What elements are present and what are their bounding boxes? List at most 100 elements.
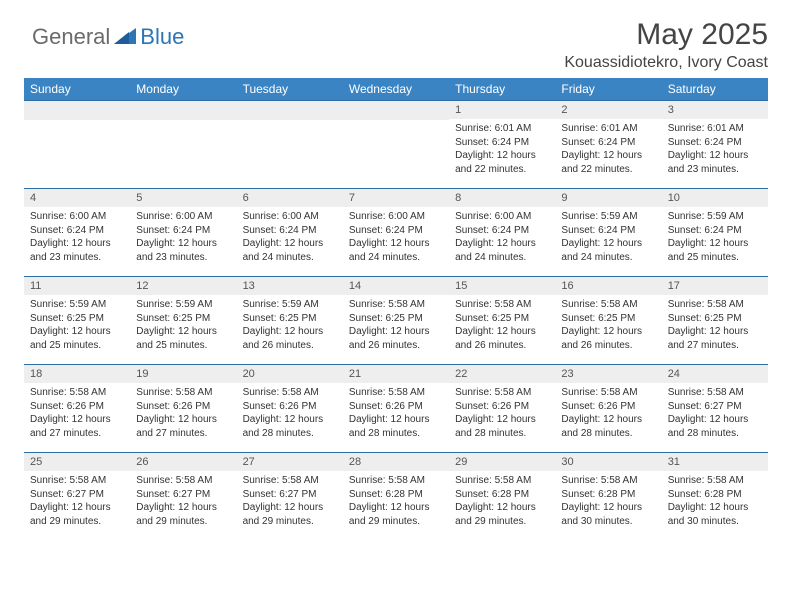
day-details: Sunrise: 6:01 AMSunset: 6:24 PMDaylight:…	[662, 119, 768, 180]
daylight-text: Daylight: 12 hours	[243, 413, 337, 427]
calendar-cell: 4Sunrise: 6:00 AMSunset: 6:24 PMDaylight…	[24, 189, 130, 277]
sunrise-text: Sunrise: 6:01 AM	[455, 122, 549, 136]
daylight-text: and 25 minutes.	[136, 339, 230, 353]
sunrise-text: Sunrise: 6:00 AM	[243, 210, 337, 224]
sunset-text: Sunset: 6:27 PM	[668, 400, 762, 414]
daylight-text: and 29 minutes.	[30, 515, 124, 529]
day-details: Sunrise: 5:58 AMSunset: 6:25 PMDaylight:…	[555, 295, 661, 356]
day-number: 14	[343, 277, 449, 295]
daylight-text: Daylight: 12 hours	[561, 149, 655, 163]
daylight-text: and 23 minutes.	[136, 251, 230, 265]
day-number: 7	[343, 189, 449, 207]
day-number: 1	[449, 101, 555, 119]
calendar-cell: 23Sunrise: 5:58 AMSunset: 6:26 PMDayligh…	[555, 365, 661, 453]
day-number: 11	[24, 277, 130, 295]
sunset-text: Sunset: 6:28 PM	[668, 488, 762, 502]
calendar-page: General Blue May 2025 Kouassidiotekro, I…	[0, 0, 792, 559]
day-number: 2	[555, 101, 661, 119]
daylight-text: Daylight: 12 hours	[136, 325, 230, 339]
daylight-text: and 30 minutes.	[668, 515, 762, 529]
sunset-text: Sunset: 6:24 PM	[30, 224, 124, 238]
sunset-text: Sunset: 6:26 PM	[136, 400, 230, 414]
day-number: 29	[449, 453, 555, 471]
day-header: Sunday	[24, 78, 130, 101]
calendar-cell: 12Sunrise: 5:59 AMSunset: 6:25 PMDayligh…	[130, 277, 236, 365]
day-details: Sunrise: 5:58 AMSunset: 6:26 PMDaylight:…	[130, 383, 236, 444]
sunrise-text: Sunrise: 5:59 AM	[561, 210, 655, 224]
day-number: 19	[130, 365, 236, 383]
day-details: Sunrise: 5:58 AMSunset: 6:26 PMDaylight:…	[237, 383, 343, 444]
day-number: 12	[130, 277, 236, 295]
sunrise-text: Sunrise: 5:59 AM	[30, 298, 124, 312]
sunset-text: Sunset: 6:25 PM	[349, 312, 443, 326]
sunset-text: Sunset: 6:24 PM	[561, 136, 655, 150]
day-details: Sunrise: 5:58 AMSunset: 6:25 PMDaylight:…	[343, 295, 449, 356]
daylight-text: Daylight: 12 hours	[136, 501, 230, 515]
calendar-cell: 17Sunrise: 5:58 AMSunset: 6:25 PMDayligh…	[662, 277, 768, 365]
calendar-cell: 31Sunrise: 5:58 AMSunset: 6:28 PMDayligh…	[662, 453, 768, 541]
sunset-text: Sunset: 6:24 PM	[349, 224, 443, 238]
daylight-text: and 27 minutes.	[668, 339, 762, 353]
day-details: Sunrise: 5:58 AMSunset: 6:25 PMDaylight:…	[662, 295, 768, 356]
sunrise-text: Sunrise: 5:58 AM	[668, 474, 762, 488]
sunset-text: Sunset: 6:24 PM	[136, 224, 230, 238]
empty-day	[237, 101, 343, 120]
day-number: 17	[662, 277, 768, 295]
sunset-text: Sunset: 6:26 PM	[243, 400, 337, 414]
daylight-text: Daylight: 12 hours	[349, 237, 443, 251]
day-number: 30	[555, 453, 661, 471]
sunset-text: Sunset: 6:28 PM	[349, 488, 443, 502]
daylight-text: Daylight: 12 hours	[349, 325, 443, 339]
title-block: May 2025 Kouassidiotekro, Ivory Coast	[564, 18, 768, 72]
daylight-text: and 28 minutes.	[349, 427, 443, 441]
sunrise-text: Sunrise: 5:58 AM	[136, 474, 230, 488]
daylight-text: and 28 minutes.	[561, 427, 655, 441]
calendar-week-row: 4Sunrise: 6:00 AMSunset: 6:24 PMDaylight…	[24, 189, 768, 277]
sunrise-text: Sunrise: 5:59 AM	[136, 298, 230, 312]
sunrise-text: Sunrise: 5:58 AM	[243, 386, 337, 400]
daylight-text: and 24 minutes.	[561, 251, 655, 265]
daylight-text: Daylight: 12 hours	[455, 149, 549, 163]
calendar-cell: 3Sunrise: 6:01 AMSunset: 6:24 PMDaylight…	[662, 101, 768, 189]
sunset-text: Sunset: 6:25 PM	[668, 312, 762, 326]
day-details: Sunrise: 5:59 AMSunset: 6:24 PMDaylight:…	[662, 207, 768, 268]
daylight-text: and 25 minutes.	[668, 251, 762, 265]
sunrise-text: Sunrise: 6:00 AM	[349, 210, 443, 224]
sunrise-text: Sunrise: 5:58 AM	[243, 474, 337, 488]
sunrise-text: Sunrise: 5:58 AM	[455, 386, 549, 400]
day-number: 22	[449, 365, 555, 383]
empty-day	[343, 101, 449, 120]
sunrise-text: Sunrise: 5:58 AM	[561, 386, 655, 400]
daylight-text: and 22 minutes.	[561, 163, 655, 177]
day-number: 27	[237, 453, 343, 471]
sunset-text: Sunset: 6:25 PM	[455, 312, 549, 326]
sunset-text: Sunset: 6:25 PM	[30, 312, 124, 326]
daylight-text: Daylight: 12 hours	[30, 501, 124, 515]
calendar-table: Sunday Monday Tuesday Wednesday Thursday…	[24, 78, 768, 541]
calendar-cell: 15Sunrise: 5:58 AMSunset: 6:25 PMDayligh…	[449, 277, 555, 365]
month-title: May 2025	[564, 18, 768, 52]
calendar-week-row: 25Sunrise: 5:58 AMSunset: 6:27 PMDayligh…	[24, 453, 768, 541]
day-header: Friday	[555, 78, 661, 101]
sunset-text: Sunset: 6:24 PM	[455, 136, 549, 150]
sunrise-text: Sunrise: 5:58 AM	[30, 386, 124, 400]
daylight-text: Daylight: 12 hours	[30, 237, 124, 251]
brand-triangle-icon	[114, 26, 136, 49]
day-number: 24	[662, 365, 768, 383]
sunset-text: Sunset: 6:24 PM	[243, 224, 337, 238]
calendar-cell: 5Sunrise: 6:00 AMSunset: 6:24 PMDaylight…	[130, 189, 236, 277]
sunrise-text: Sunrise: 5:58 AM	[455, 474, 549, 488]
calendar-cell: 9Sunrise: 5:59 AMSunset: 6:24 PMDaylight…	[555, 189, 661, 277]
calendar-cell: 8Sunrise: 6:00 AMSunset: 6:24 PMDaylight…	[449, 189, 555, 277]
daylight-text: Daylight: 12 hours	[30, 413, 124, 427]
calendar-cell: 1 Sunrise: 6:01 AMSunset: 6:24 PMDaylight…	[449, 101, 555, 189]
day-details: Sunrise: 5:58 AMSunset: 6:28 PMDaylight:…	[343, 471, 449, 532]
daylight-text: and 25 minutes.	[30, 339, 124, 353]
day-details: Sunrise: 5:58 AMSunset: 6:27 PMDaylight:…	[662, 383, 768, 444]
daylight-text: Daylight: 12 hours	[243, 501, 337, 515]
day-number: 6	[237, 189, 343, 207]
day-details: Sunrise: 5:58 AMSunset: 6:27 PMDaylight:…	[237, 471, 343, 532]
daylight-text: Daylight: 12 hours	[561, 501, 655, 515]
sunrise-text: Sunrise: 5:58 AM	[668, 298, 762, 312]
sunset-text: Sunset: 6:25 PM	[561, 312, 655, 326]
